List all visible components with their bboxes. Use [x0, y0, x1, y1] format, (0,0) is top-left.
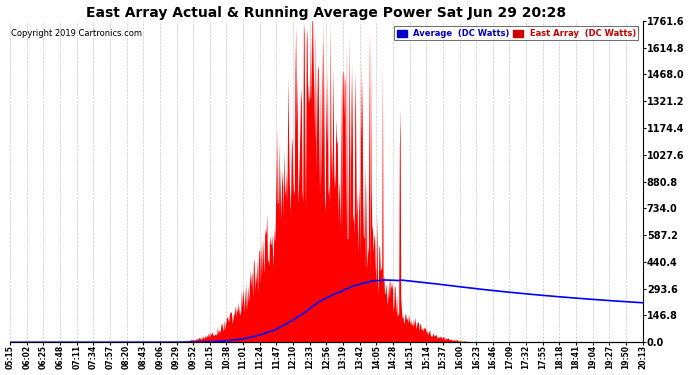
Text: Copyright 2019 Cartronics.com: Copyright 2019 Cartronics.com [11, 29, 142, 38]
Title: East Array Actual & Running Average Power Sat Jun 29 20:28: East Array Actual & Running Average Powe… [86, 6, 566, 20]
Legend: Average  (DC Watts), East Array  (DC Watts): Average (DC Watts), East Array (DC Watts… [394, 27, 638, 40]
